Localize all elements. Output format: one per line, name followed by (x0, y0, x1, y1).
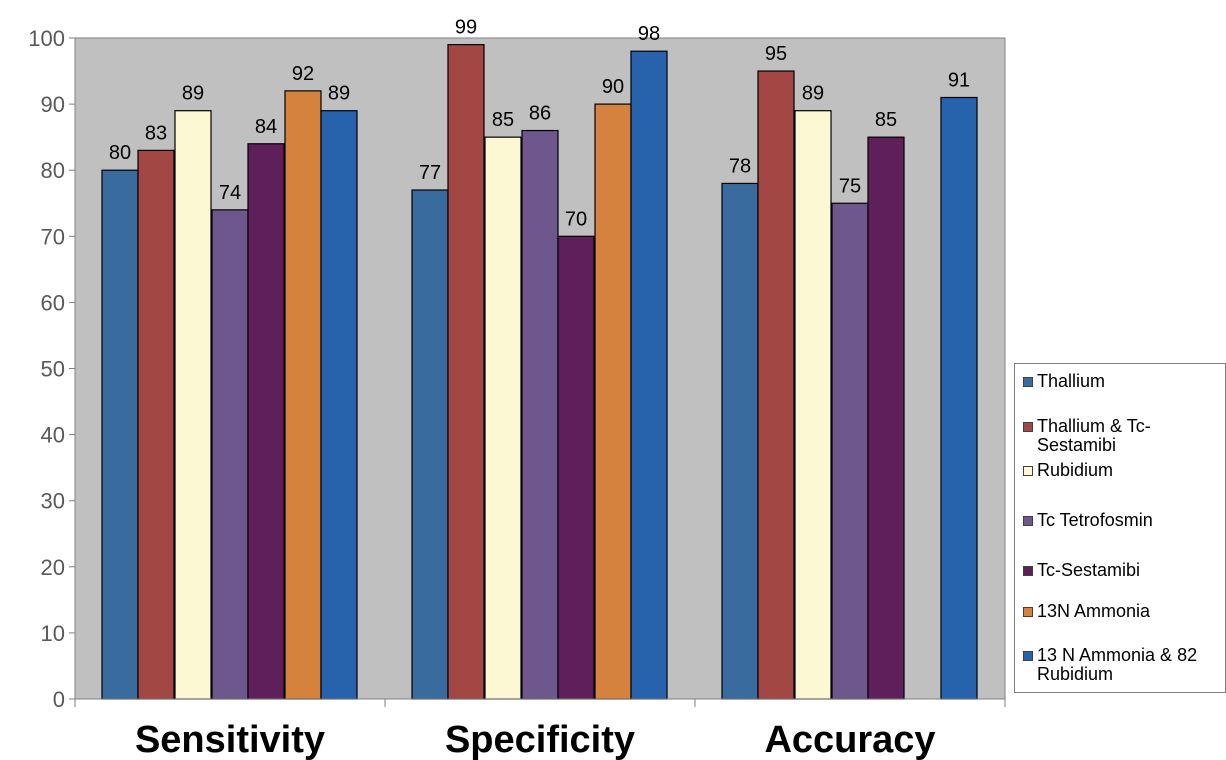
data-label: 75 (839, 175, 861, 197)
bar (137, 149, 175, 700)
bar (101, 169, 139, 700)
category-label: Accuracy (764, 719, 935, 760)
category-label: Specificity (445, 719, 635, 760)
legend-label: 13N Ammonia (1037, 601, 1151, 621)
y-tick-label: 40 (41, 423, 65, 448)
bar (320, 110, 358, 700)
data-labels-group: 80 83 89 74 84 92 89 77 99 85 86 70 90 98 78 95 89 75 85 91 (109, 17, 970, 231)
legend-item: Tc Tetrofosmin (1023, 511, 1153, 530)
data-label: 89 (328, 83, 350, 105)
y-tick-label: 20 (41, 555, 65, 580)
y-tick-label: 60 (41, 290, 65, 315)
data-label: 74 (219, 182, 241, 204)
y-tick-label: 50 (41, 357, 65, 382)
legend: Thallium Thallium & Tc- Sestamibi Rubidium… (1014, 363, 1226, 693)
legend-swatch (1023, 422, 1033, 432)
y-tick-label: 0 (53, 687, 65, 712)
y-axis: 0 10 20 30 40 50 60 70 80 90 100 (28, 26, 76, 712)
bar (521, 129, 559, 700)
data-label: 98 (638, 23, 660, 45)
bar (284, 90, 322, 700)
data-label: 99 (455, 17, 477, 39)
legend-swatch (1023, 516, 1033, 526)
bar (630, 50, 668, 700)
y-tick-label: 100 (28, 26, 65, 51)
y-tick-label: 70 (41, 224, 65, 249)
y-tick-label: 30 (41, 489, 65, 514)
data-label: 92 (292, 63, 314, 85)
bar (411, 189, 449, 700)
data-label: 86 (529, 103, 551, 125)
legend-item: Rubidium (1023, 461, 1113, 480)
bar (484, 136, 522, 700)
bar (794, 110, 832, 700)
x-axis: Sensitivity Specificity Accuracy (74, 698, 1006, 760)
data-label: 80 (109, 142, 131, 164)
data-label: 89 (182, 83, 204, 105)
bar (757, 70, 795, 700)
legend-item: 13 N Ammonia & 82 Rubidium (1023, 646, 1197, 684)
bar-series-group (101, 44, 978, 700)
data-label: 91 (948, 69, 970, 91)
legend-label: Thallium & Tc- Sestamibi (1037, 416, 1151, 455)
legend-swatch (1023, 466, 1033, 476)
bar (594, 103, 632, 700)
data-label: 83 (145, 122, 167, 144)
y-tick-label: 10 (41, 621, 65, 646)
data-label: 70 (565, 208, 587, 230)
legend-label: Thallium (1037, 371, 1106, 391)
y-tick-label: 90 (41, 92, 65, 117)
bar (174, 110, 212, 700)
legend-label: Rubidium (1037, 460, 1114, 480)
bar (721, 182, 759, 700)
data-label: 89 (802, 83, 824, 105)
data-label: 77 (419, 162, 441, 184)
y-tick-label: 80 (41, 158, 65, 183)
legend-item: 13N Ammonia (1023, 602, 1150, 621)
legend-label: Tc Tetrofosmin (1037, 510, 1153, 530)
bar (247, 143, 285, 700)
bar (940, 96, 978, 700)
legend-item: Thallium (1023, 372, 1105, 391)
bar (557, 235, 595, 700)
category-label: Sensitivity (135, 719, 325, 760)
bar (211, 209, 249, 700)
legend-swatch (1023, 607, 1033, 617)
bar (831, 202, 869, 700)
data-label: 95 (765, 43, 787, 65)
bar (867, 136, 905, 700)
legend-swatch (1023, 566, 1033, 576)
legend-label: Tc-Sestamibi (1037, 560, 1141, 580)
legend-label: 13 N Ammonia & 82 Rubidium (1037, 645, 1198, 684)
data-label: 90 (602, 76, 624, 98)
legend-item: Thallium & Tc- Sestamibi (1023, 417, 1151, 455)
bar (447, 44, 485, 700)
legend-swatch (1023, 377, 1033, 387)
data-label: 85 (492, 109, 514, 131)
legend-swatch (1023, 651, 1033, 661)
data-label: 85 (875, 109, 897, 131)
data-label: 78 (729, 155, 751, 177)
legend-item: Tc-Sestamibi (1023, 561, 1140, 580)
data-label: 84 (255, 116, 277, 138)
